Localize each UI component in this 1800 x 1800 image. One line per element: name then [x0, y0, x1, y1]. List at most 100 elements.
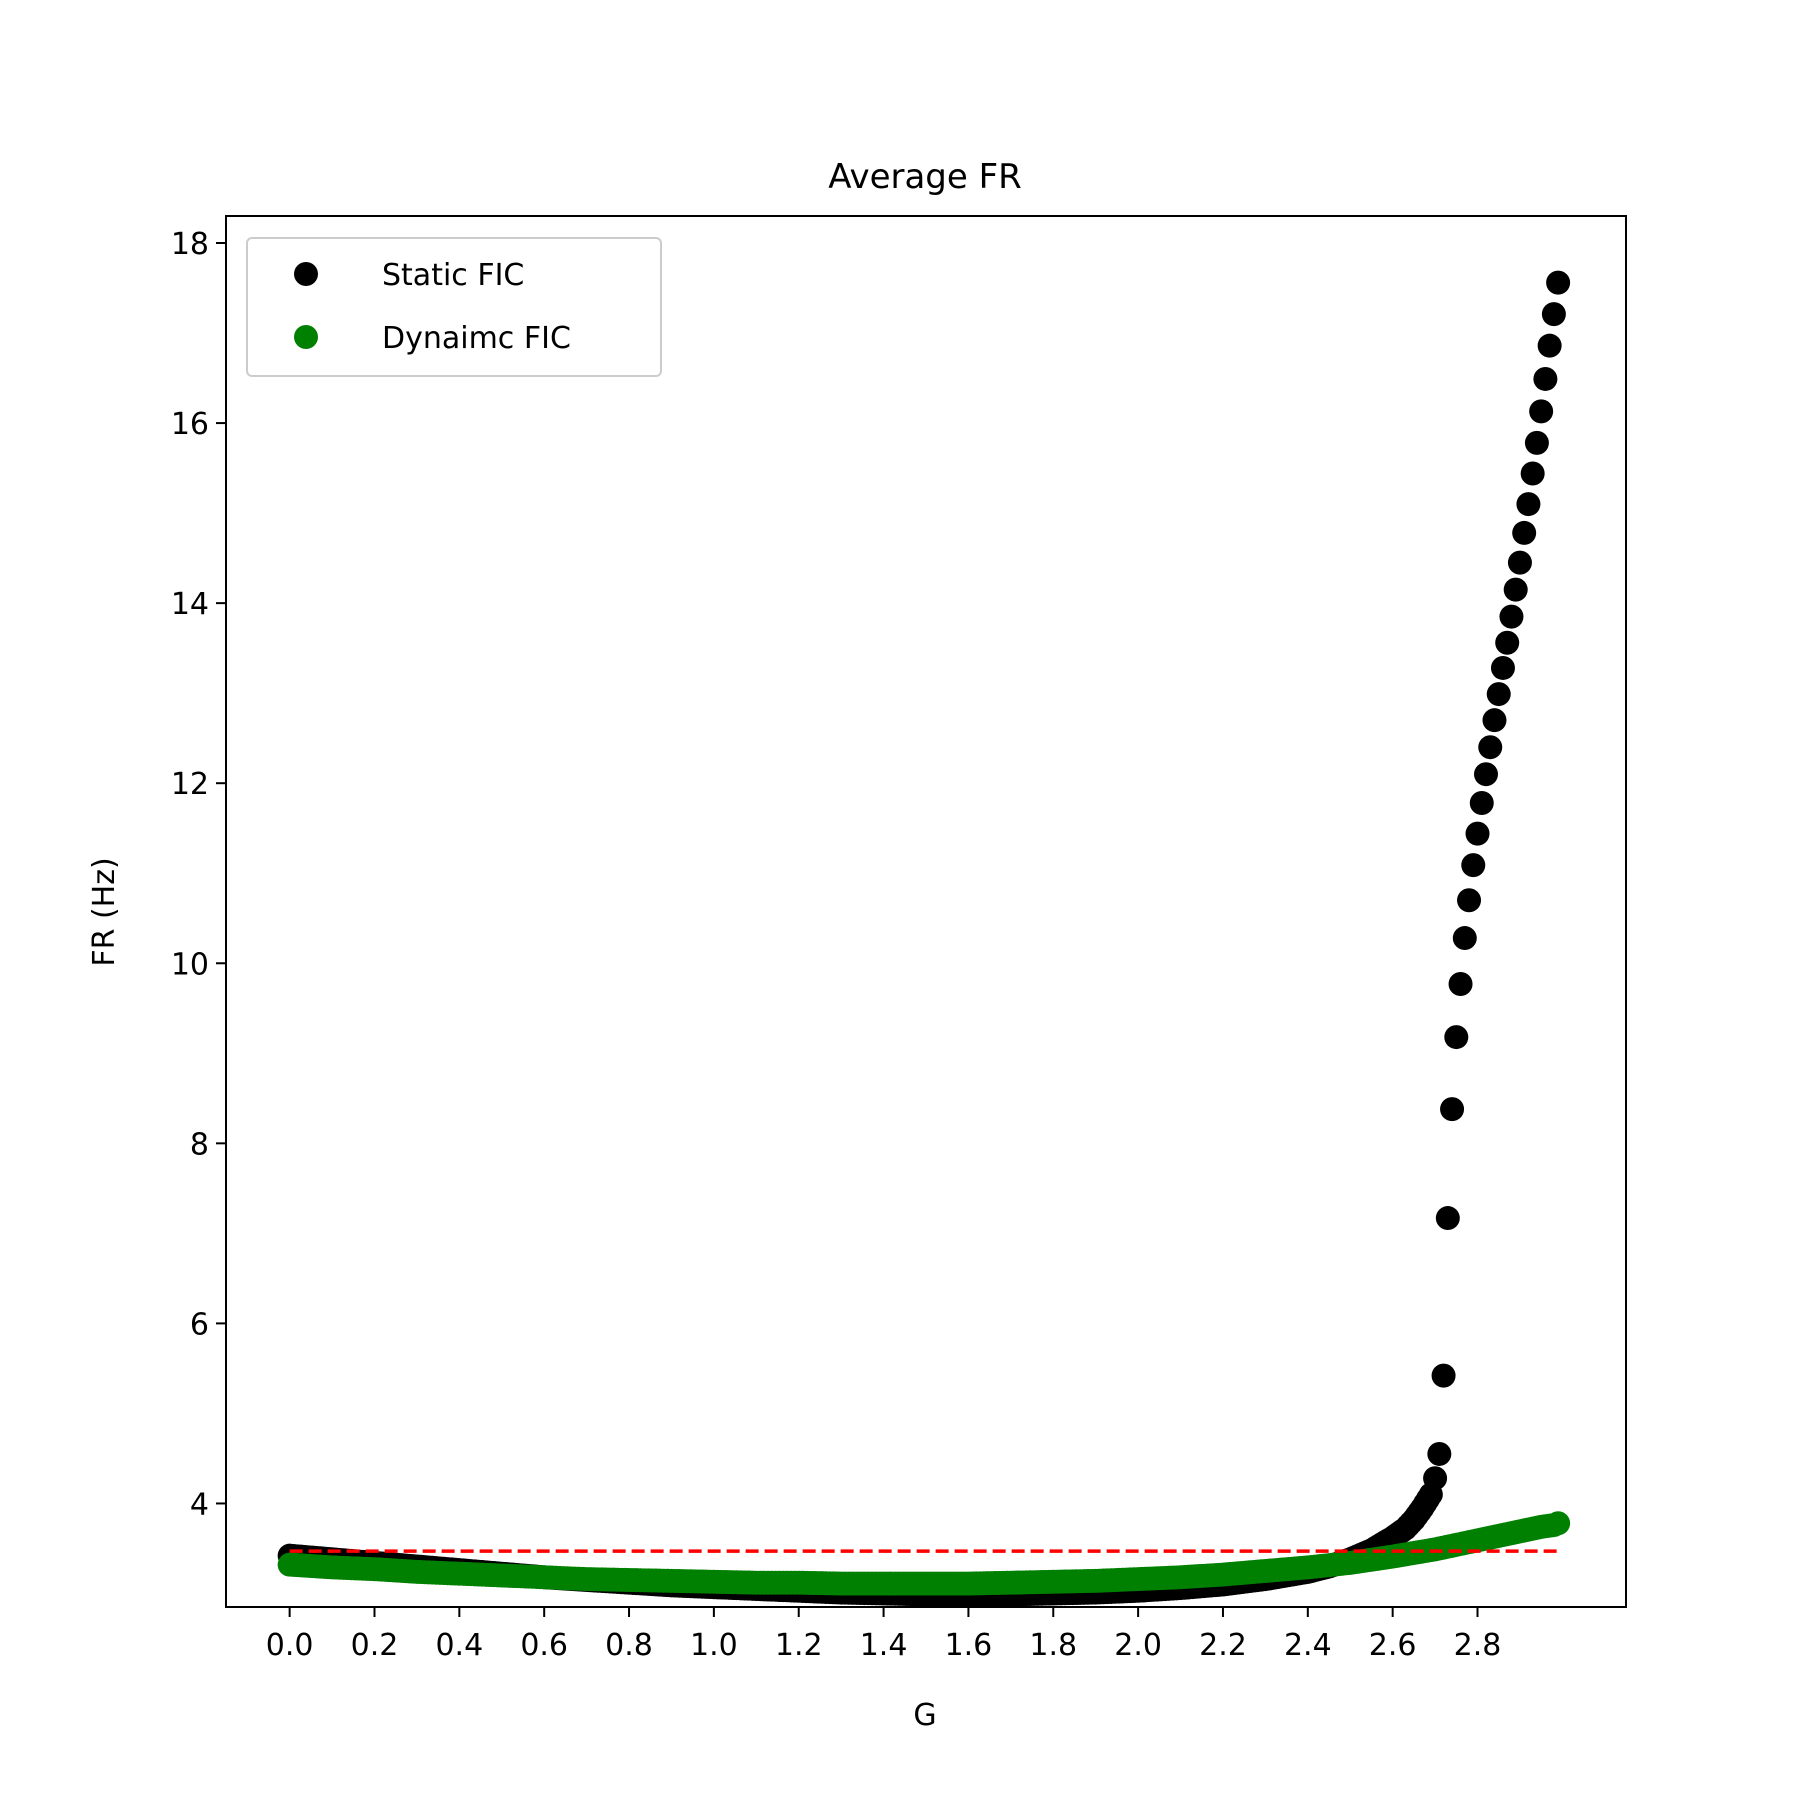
data-point [1507, 1519, 1532, 1544]
data-point [1512, 520, 1537, 545]
data-point [1461, 853, 1486, 878]
x-tick-label: 0.6 [520, 1628, 568, 1663]
x-tick-label: 0.4 [435, 1628, 483, 1663]
data-point [1083, 1568, 1108, 1593]
plot-area [277, 270, 1571, 1607]
y-tick-label: 12 [171, 767, 209, 802]
y-tick-label: 18 [171, 227, 209, 262]
data-point [362, 1557, 387, 1582]
data-point [1452, 926, 1477, 951]
data-point [617, 1567, 642, 1592]
data-point [701, 1569, 726, 1594]
data-point [1041, 1569, 1066, 1594]
data-point [1457, 888, 1482, 913]
y-tick-label: 14 [171, 587, 209, 622]
data-point [1469, 791, 1494, 816]
data-point [659, 1568, 684, 1593]
x-tick-label: 1.8 [1029, 1628, 1077, 1663]
legend-box [246, 237, 662, 377]
data-point [1541, 302, 1566, 327]
data-point [1295, 1555, 1320, 1580]
y-tick-label: 4 [190, 1487, 209, 1522]
legend: Static FIC Dynaimc FIC [246, 237, 662, 377]
data-point [1529, 399, 1554, 424]
data-point [1448, 971, 1473, 996]
data-point [914, 1571, 938, 1596]
data-point [1486, 682, 1511, 707]
y-tick-label: 6 [190, 1307, 209, 1342]
data-point [1503, 577, 1528, 602]
data-point [829, 1571, 854, 1596]
data-point [956, 1571, 981, 1596]
legend-marker [294, 325, 318, 349]
data-point [532, 1565, 557, 1590]
plot-marks [277, 270, 1571, 1607]
x-tick-label: 2.4 [1284, 1628, 1332, 1663]
legend-label: Static FIC [382, 258, 524, 293]
x-axis-label: G [913, 1698, 936, 1733]
data-point [1435, 1206, 1460, 1231]
data-point [447, 1561, 472, 1586]
x-tick-label: 1.2 [775, 1628, 823, 1663]
axes: 0.0 0.2 0.4 0.6 0.8 1.0 1.2 1.4 1.6 1.8 2.0 2.2 2.4 2… [171, 215, 1627, 1663]
plot-frame [225, 215, 1627, 1608]
data-point [320, 1555, 345, 1580]
data-point [1423, 1466, 1448, 1491]
data-point [1495, 630, 1520, 655]
data-point [786, 1570, 811, 1595]
x-tick-label: 0.0 [266, 1628, 314, 1663]
data-point [1423, 1537, 1448, 1562]
data-point [1516, 492, 1541, 517]
data-point [277, 1552, 302, 1577]
data-point [1533, 366, 1558, 391]
x-tick-label: 1.4 [860, 1628, 908, 1663]
data-point [489, 1563, 514, 1588]
data-point [1444, 1025, 1469, 1050]
legend-marker [294, 262, 318, 286]
x-tick-label: 2.2 [1199, 1628, 1247, 1663]
series-dynamic-fic [277, 1511, 1571, 1596]
chart-title: Average FR [828, 157, 1022, 197]
data-point [1168, 1565, 1193, 1590]
y-tick-label: 8 [190, 1127, 209, 1162]
data-point [1499, 604, 1524, 629]
y-tick-label: 16 [171, 407, 209, 442]
x-tick-label: 2.0 [1114, 1628, 1162, 1663]
x-tick-label: 1.0 [690, 1628, 738, 1663]
data-point [1465, 821, 1490, 846]
data-point [1427, 1441, 1452, 1466]
y-tick-label: 10 [171, 947, 209, 982]
data-point [574, 1567, 599, 1592]
data-point [744, 1570, 769, 1595]
x-tick-label: 0.2 [351, 1628, 399, 1663]
data-point [1465, 1528, 1490, 1553]
x-tick-label: 1.6 [945, 1628, 993, 1663]
data-point [1520, 461, 1545, 486]
data-point [1507, 550, 1532, 575]
data-point [1126, 1567, 1151, 1592]
x-tick-label: 2.6 [1369, 1628, 1417, 1663]
data-point [1380, 1544, 1405, 1569]
legend-label: Dynaimc FIC [382, 321, 571, 356]
data-point [1537, 333, 1562, 358]
data-point [1338, 1550, 1363, 1575]
data-point [1490, 655, 1515, 680]
data-point [998, 1570, 1023, 1595]
data-point [404, 1559, 429, 1584]
data-point [871, 1571, 896, 1596]
y-axis-label: FR (Hz) [87, 857, 122, 966]
data-point [1486, 1523, 1511, 1548]
data-point [1431, 1363, 1456, 1388]
data-point [1546, 270, 1571, 295]
data-point [1478, 735, 1503, 760]
data-point [1524, 430, 1549, 455]
data-point [1474, 762, 1498, 787]
data-point [1210, 1562, 1235, 1587]
data-point [1440, 1097, 1465, 1122]
data-point [1253, 1558, 1278, 1583]
data-point [1482, 708, 1507, 733]
x-tick-label: 0.8 [605, 1628, 653, 1663]
x-tick-label: 2.8 [1454, 1628, 1502, 1663]
data-point [1546, 1511, 1571, 1536]
